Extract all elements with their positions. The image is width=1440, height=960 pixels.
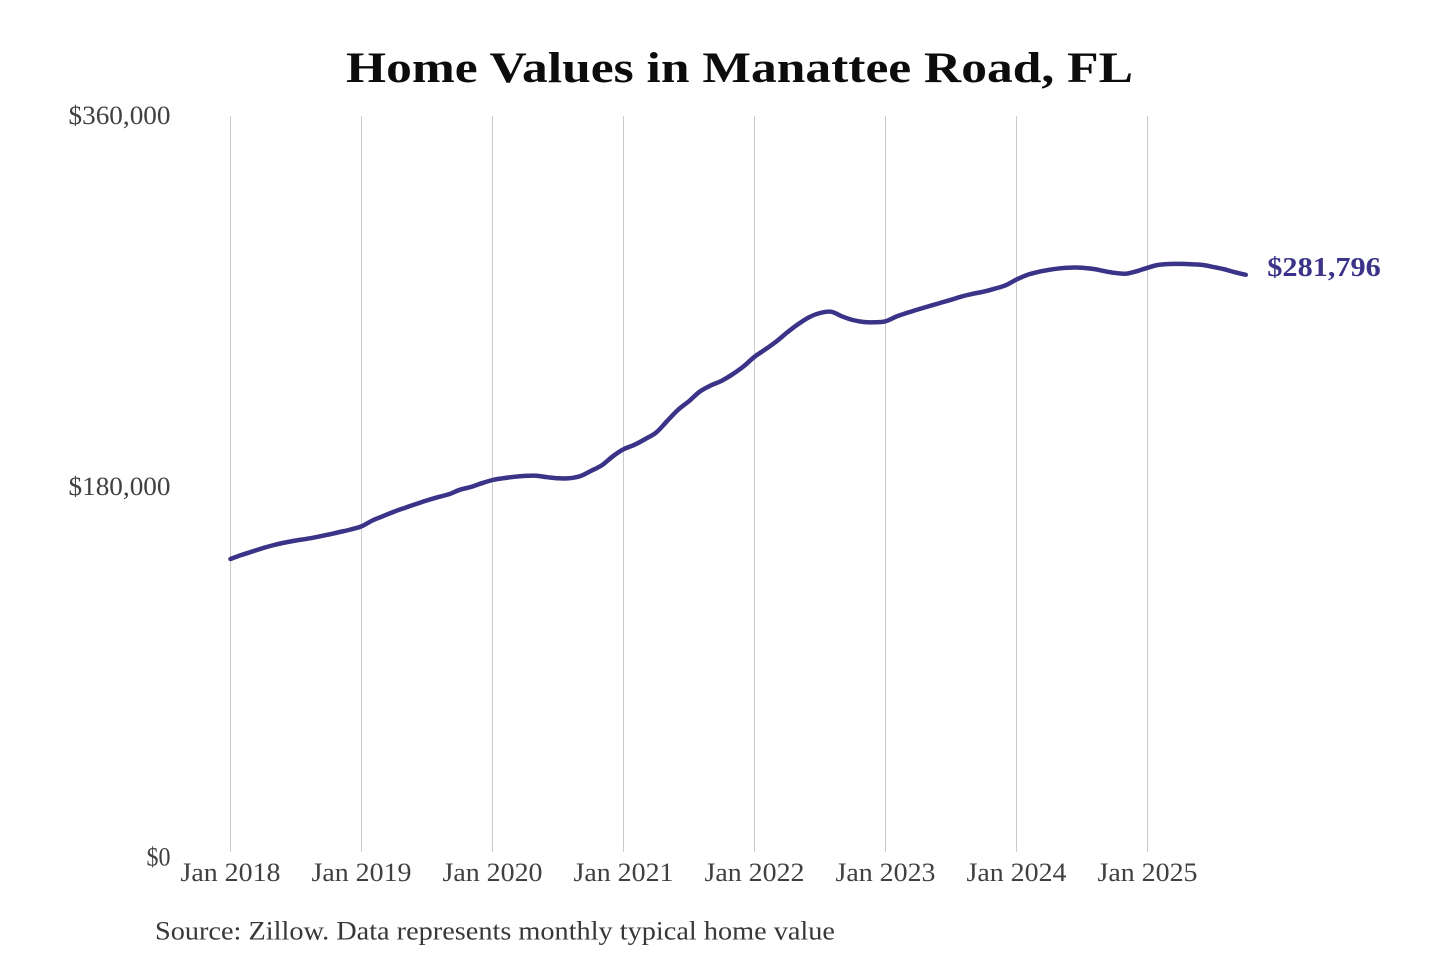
svg-text:Home Values in Manattee Road,: Home Values in Manattee Road, FL [346,45,1133,92]
svg-text:Source: Zillow. Data represent: Source: Zillow. Data represents monthly … [155,916,835,946]
svg-text:Jan 2021: Jan 2021 [574,857,674,887]
svg-text:$180,000: $180,000 [69,471,171,501]
svg-text:Jan 2018: Jan 2018 [181,857,281,887]
svg-text:Jan 2024: Jan 2024 [967,857,1067,887]
svg-text:Jan 2020: Jan 2020 [443,857,543,887]
svg-text:$360,000: $360,000 [69,100,171,130]
svg-text:$281,796: $281,796 [1267,251,1381,282]
svg-text:$0: $0 [147,842,171,872]
svg-text:Jan 2019: Jan 2019 [312,857,412,887]
svg-text:Jan 2025: Jan 2025 [1098,857,1198,887]
svg-text:Jan 2022: Jan 2022 [705,857,805,887]
svg-text:Jan 2023: Jan 2023 [836,857,936,887]
